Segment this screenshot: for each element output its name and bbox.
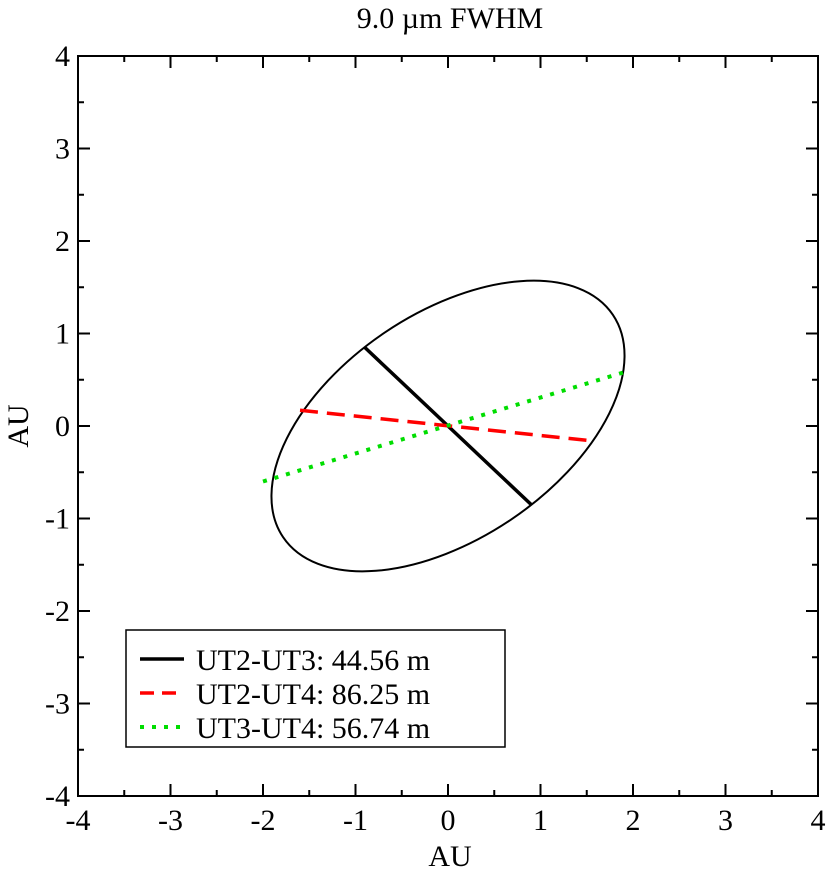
y-tick-label: 2 <box>55 225 70 258</box>
plot-content <box>262 279 626 573</box>
y-tick-label: -2 <box>45 595 70 628</box>
x-tick-label: -1 <box>343 804 368 837</box>
y-tick-label: 4 <box>55 40 70 73</box>
x-tick-label: -4 <box>66 804 91 837</box>
legend-label-3: UT3-UT4: 56.74 m <box>196 712 430 745</box>
x-tick-label: 0 <box>441 804 456 837</box>
y-tick-label: -3 <box>45 688 70 721</box>
x-tick-label: 1 <box>533 804 548 837</box>
legend-box <box>125 629 506 748</box>
y-tick-label: -4 <box>45 780 70 813</box>
series-line-2 <box>299 408 592 443</box>
y-tick-label: 3 <box>55 133 70 166</box>
x-tick-label: 4 <box>811 804 826 837</box>
y-tick-label: -1 <box>45 503 70 536</box>
y-tick-label: 0 <box>55 410 70 443</box>
y-axis-label: AU <box>2 404 35 448</box>
x-axis-label: AU <box>428 840 472 871</box>
y-tick-label: 1 <box>55 318 70 351</box>
axis-ticks <box>78 56 818 796</box>
x-tick-label: -2 <box>251 804 276 837</box>
chart-title: 9.0 µm FWHM <box>357 2 543 35</box>
x-tick-label: 2 <box>626 804 641 837</box>
x-tick-label: -3 <box>158 804 183 837</box>
x-tick-label: 3 <box>718 804 733 837</box>
ellipse-outline <box>270 279 626 573</box>
series-line-3 <box>262 370 625 484</box>
tick-labels: -4 -3 -2 -1 0 1 2 3 4 -4 -3 -2 -1 0 1 2 3 4 <box>45 40 826 837</box>
legend-label-2: UT2-UT4: 86.25 m <box>196 678 430 711</box>
legend-label-1: UT2-UT3: 44.56 m <box>196 644 430 677</box>
